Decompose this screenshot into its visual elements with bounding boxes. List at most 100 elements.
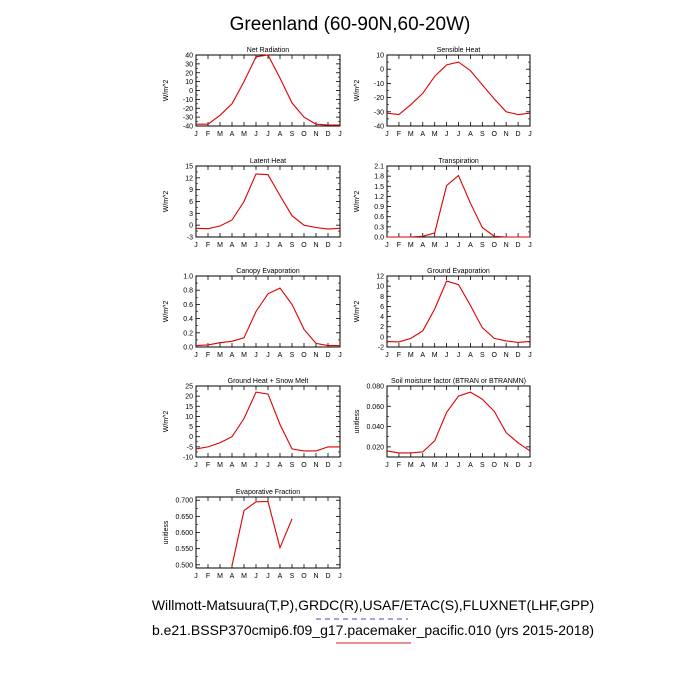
x-tick-label: A: [278, 131, 283, 138]
x-tick-label: S: [290, 352, 295, 359]
x-tick-label: N: [504, 352, 509, 359]
series-line: [195, 391, 340, 452]
x-tick-label: O: [492, 462, 498, 469]
x-tick-label: D: [325, 242, 330, 249]
x-tick-label: M: [408, 242, 414, 249]
x-tick-label: J: [254, 462, 258, 469]
x-tick-label: O: [492, 352, 498, 359]
x-tick-label: J: [266, 131, 270, 138]
x-tick-label: A: [278, 352, 283, 359]
x-tick-label: J: [445, 462, 449, 469]
x-tick-label: M: [241, 242, 247, 249]
x-tick-label: O: [301, 462, 307, 469]
x-tick-label: J: [254, 242, 258, 249]
y-tick-label: 6: [380, 304, 384, 311]
y-tick-label: 0.650: [175, 514, 193, 521]
x-tick-label: S: [480, 131, 485, 138]
x-tick-label: J: [445, 242, 449, 249]
y-axis-label: W/m^2: [163, 80, 170, 102]
series-line: [386, 61, 531, 116]
y-tick-label: 0: [189, 434, 193, 441]
x-tick-label: D: [325, 352, 330, 359]
panel-4: Canopy Evaporation W/m^2 1.0 0.8 0.6 0.4 0.2 0.…: [163, 268, 342, 359]
y-tick-label: -40: [183, 124, 193, 131]
y-tick-label: 0.2: [183, 330, 193, 337]
x-tick-label: M: [432, 462, 438, 469]
x-tick-label: A: [278, 462, 283, 469]
x-tick-label: A: [230, 573, 235, 580]
y-tick-label: 0.6: [374, 214, 384, 221]
panel-title: Ground Heat + Snow Melt: [228, 378, 309, 385]
y-axis-label: W/m^2: [354, 80, 361, 102]
x-tick-label: F: [206, 462, 210, 469]
x-tick-label: J: [194, 131, 198, 138]
x-tick-label: A: [420, 462, 425, 469]
x-tick-label: A: [420, 242, 425, 249]
x-tick-label: J: [338, 242, 342, 249]
x-tick-label: N: [313, 352, 318, 359]
x-tick-label: O: [492, 242, 498, 249]
panel-title: Sensible Heat: [437, 47, 481, 54]
y-tick-label: 0.700: [175, 498, 193, 505]
y-tick-label: 30: [185, 61, 193, 68]
y-tick-label: 0.4: [183, 316, 193, 323]
y-tick-label: -20: [183, 106, 193, 113]
y-tick-label: 12: [376, 274, 384, 281]
y-tick-label: 10: [185, 79, 193, 86]
panel-title: Ground Evaporation: [427, 268, 490, 275]
y-axis-label: unitless: [163, 520, 170, 544]
x-tick-label: A: [230, 462, 235, 469]
plot-frame: [195, 496, 341, 569]
x-tick-label: D: [325, 573, 330, 580]
x-tick-label: A: [278, 573, 283, 580]
x-tick-label: J: [194, 573, 198, 580]
x-tick-label: O: [301, 573, 307, 580]
x-tick-label: J: [385, 352, 389, 359]
x-tick-label: S: [290, 462, 295, 469]
x-tick-label: A: [420, 352, 425, 359]
y-tick-label: 0.020: [366, 444, 384, 451]
x-tick-label: O: [301, 131, 307, 138]
x-tick-label: D: [325, 131, 330, 138]
x-tick-label: M: [217, 352, 223, 359]
y-tick-label: 0: [380, 334, 384, 341]
x-tick-label: N: [313, 462, 318, 469]
y-tick-label: 4: [380, 314, 384, 321]
y-tick-label: 15: [185, 404, 193, 411]
y-tick-label: 0: [380, 67, 384, 74]
x-tick-label: D: [325, 462, 330, 469]
x-tick-label: J: [385, 131, 389, 138]
series-line: [231, 500, 293, 566]
y-axis-label: W/m^2: [354, 301, 361, 323]
panel-title: Net Radiation: [247, 47, 290, 54]
x-tick-label: F: [206, 352, 210, 359]
y-tick-label: 0.500: [175, 562, 193, 569]
series-line: [386, 391, 531, 454]
panel-0: Net RadiationW/m^2403020100-10-20-30-40J…: [163, 47, 342, 138]
x-tick-label: M: [408, 131, 414, 138]
x-tick-label: J: [194, 462, 198, 469]
x-tick-label: A: [420, 131, 425, 138]
figure-title: Greenland (60-90N,60-20W): [230, 14, 471, 35]
x-tick-label: A: [230, 131, 235, 138]
y-axis-label: W/m^2: [163, 191, 170, 213]
y-tick-label: -40: [374, 124, 384, 131]
x-tick-label: F: [397, 242, 401, 249]
y-tick-label: -3: [187, 235, 193, 242]
x-tick-label: J: [457, 462, 461, 469]
y-tick-label: 0.9: [374, 204, 384, 211]
x-tick-label: M: [408, 352, 414, 359]
y-tick-label: -2: [378, 345, 384, 352]
x-tick-label: S: [480, 352, 485, 359]
series-line: [195, 287, 340, 347]
x-tick-label: M: [217, 242, 223, 249]
y-tick-label: 15: [185, 164, 193, 171]
x-tick-label: J: [338, 462, 342, 469]
x-tick-label: M: [241, 573, 247, 580]
y-tick-label: 10: [376, 53, 384, 60]
y-tick-label: 0: [189, 88, 193, 95]
y-tick-label: -20: [374, 95, 384, 102]
panel-6: Ground Heat + Snow Melt W/m^2 25 20 15 10 5 0 -5…: [163, 378, 342, 469]
y-tick-label: 2.1: [374, 164, 384, 171]
